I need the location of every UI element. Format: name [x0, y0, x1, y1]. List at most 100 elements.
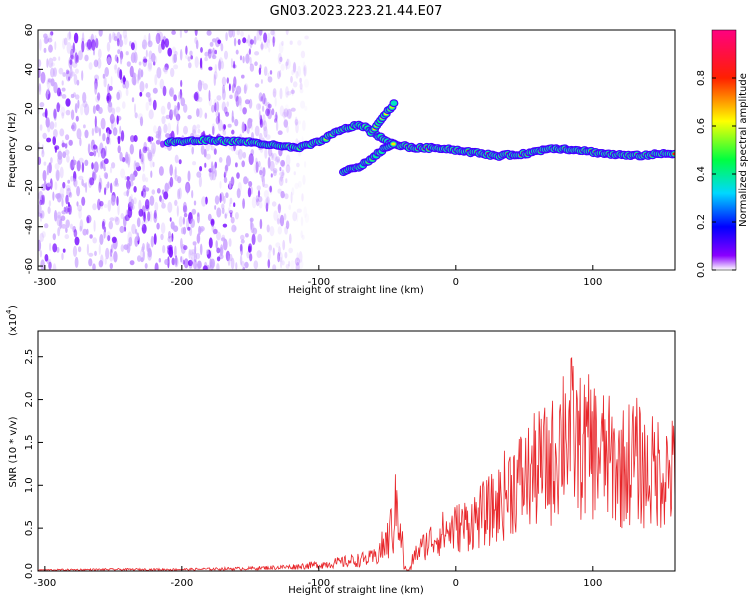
- noise-speckle: [52, 233, 56, 241]
- noise-speckle: [171, 30, 176, 35]
- noise-speckle: [211, 104, 215, 113]
- noise-speckle: [167, 256, 170, 269]
- noise-speckle: [81, 196, 86, 206]
- noise-speckle: [280, 190, 285, 199]
- x-tick-label: -200: [170, 578, 193, 589]
- noise-speckle: [205, 196, 208, 205]
- noise-speckle: [169, 176, 174, 188]
- noise-speckle: [108, 129, 112, 135]
- noise-speckle: [272, 247, 275, 256]
- noise-speckle: [92, 203, 97, 211]
- noise-speckle: [144, 263, 148, 269]
- noise-speckle: [224, 169, 228, 177]
- noise-speckle: [172, 54, 176, 64]
- noise-speckle: [177, 188, 181, 200]
- noise-speckle: [95, 38, 99, 49]
- noise-speckle: [220, 60, 225, 70]
- noise-speckle: [119, 225, 125, 234]
- noise-speckle: [106, 41, 111, 52]
- noise-speckle: [64, 143, 68, 149]
- noise-speckle: [113, 180, 118, 187]
- noise-speckle: [163, 123, 168, 134]
- noise-speckle: [127, 156, 131, 168]
- noise-speckle: [180, 227, 185, 235]
- noise-speckle: [62, 38, 66, 50]
- noise-speckle: [83, 183, 86, 188]
- noise-speckle: [258, 110, 261, 121]
- noise-speckle: [285, 164, 291, 174]
- noise-speckle: [123, 191, 128, 196]
- noise-speckle: [56, 192, 62, 203]
- noise-speckle: [288, 260, 291, 267]
- noise-speckle: [122, 101, 126, 109]
- noise-speckle: [299, 82, 303, 90]
- noise-speckle: [92, 171, 97, 181]
- noise-speckle: [244, 99, 250, 105]
- colorbar-tick-label: 0.4: [696, 166, 707, 182]
- noise-speckle: [65, 205, 69, 214]
- noise-speckle: [249, 118, 253, 123]
- noise-speckle: [92, 237, 97, 244]
- noise-speckle: [247, 34, 251, 47]
- noise-speckle: [227, 123, 232, 128]
- noise-speckle: [117, 89, 122, 100]
- noise-speckle: [265, 108, 270, 117]
- noise-speckle: [272, 88, 277, 98]
- noise-speckle: [89, 234, 93, 239]
- noise-speckle: [142, 243, 145, 251]
- noise-speckle: [280, 175, 283, 182]
- noise-speckle: [41, 144, 44, 155]
- noise-speckle: [72, 42, 76, 53]
- noise-speckle: [214, 205, 217, 210]
- noise-speckle: [76, 186, 81, 197]
- noise-speckle: [285, 86, 289, 98]
- noise-speckle: [124, 176, 127, 181]
- noise-speckle: [120, 57, 123, 65]
- noise-speckle: [251, 233, 256, 246]
- noise-speckle: [296, 162, 300, 168]
- noise-speckle: [215, 240, 218, 249]
- noise-speckle: [254, 125, 260, 137]
- noise-speckle: [296, 211, 299, 223]
- noise-speckle: [77, 204, 83, 212]
- noise-speckle: [241, 121, 245, 134]
- noise-speckle: [54, 146, 58, 153]
- noise-speckle: [249, 56, 252, 66]
- noise-speckle: [230, 146, 236, 152]
- snr-series-line: [38, 357, 675, 571]
- noise-speckle: [183, 103, 188, 113]
- y-tick-label: -40: [24, 219, 35, 235]
- noise-speckle: [93, 220, 96, 232]
- noise-speckle: [242, 151, 247, 159]
- noise-speckle: [212, 125, 215, 136]
- noise-speckle: [236, 30, 240, 36]
- noise-speckle: [94, 126, 100, 134]
- noise-speckle: [42, 194, 45, 205]
- noise-speckle: [228, 30, 233, 38]
- noise-speckle: [151, 189, 156, 195]
- noise-speckle: [263, 190, 269, 199]
- noise-speckle: [113, 250, 118, 263]
- noise-speckle: [242, 107, 247, 115]
- noise-speckle: [241, 160, 245, 168]
- noise-speckle: [231, 83, 236, 92]
- noise-speckle: [277, 158, 280, 164]
- noise-speckle: [222, 84, 226, 94]
- noise-speckle: [267, 32, 271, 44]
- noise-speckle: [300, 50, 306, 59]
- noise-speckle: [201, 196, 207, 207]
- noise-speckle: [150, 235, 154, 248]
- noise-speckle: [167, 201, 173, 213]
- noise-speckle: [168, 88, 174, 96]
- noise-speckle: [242, 266, 246, 270]
- noise-speckle: [200, 47, 203, 53]
- noise-speckle: [249, 39, 254, 45]
- noise-speckle: [178, 159, 182, 165]
- noise-speckle: [259, 218, 263, 230]
- noise-speckle: [204, 56, 208, 62]
- noise-speckle: [277, 188, 282, 194]
- noise-speckle: [61, 210, 67, 215]
- noise-speckle: [69, 67, 73, 79]
- noise-speckle: [297, 65, 302, 77]
- noise-speckle: [253, 163, 259, 174]
